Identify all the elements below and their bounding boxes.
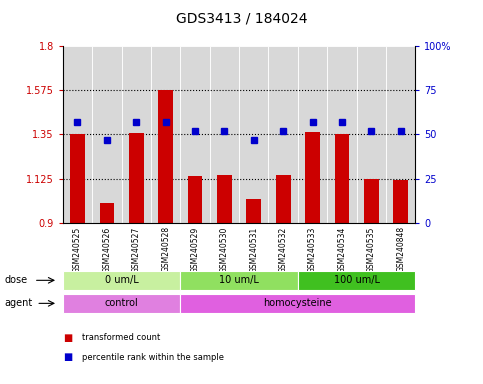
Bar: [393, 180, 408, 223]
Text: GSM240848: GSM240848: [396, 226, 405, 272]
Bar: [364, 179, 379, 223]
Bar: [217, 175, 232, 223]
Text: GDS3413 / 184024: GDS3413 / 184024: [176, 12, 307, 25]
Text: GSM240529: GSM240529: [190, 226, 199, 273]
FancyBboxPatch shape: [298, 46, 327, 223]
Bar: [305, 132, 320, 223]
FancyBboxPatch shape: [122, 46, 151, 223]
FancyBboxPatch shape: [210, 46, 239, 223]
Text: GSM240534: GSM240534: [338, 226, 346, 273]
Bar: [335, 134, 349, 223]
Bar: [276, 175, 290, 223]
Text: GSM240532: GSM240532: [279, 226, 288, 273]
Text: GSM240533: GSM240533: [308, 226, 317, 273]
Bar: [70, 134, 85, 223]
Text: GSM240528: GSM240528: [161, 226, 170, 272]
Text: GSM240530: GSM240530: [220, 226, 229, 273]
Text: GSM240531: GSM240531: [249, 226, 258, 273]
Text: GSM240527: GSM240527: [132, 226, 141, 273]
FancyBboxPatch shape: [356, 46, 386, 223]
FancyBboxPatch shape: [180, 46, 210, 223]
Text: ■: ■: [63, 333, 72, 343]
FancyBboxPatch shape: [269, 46, 298, 223]
Bar: [188, 175, 202, 223]
FancyBboxPatch shape: [239, 46, 269, 223]
Text: agent: agent: [5, 298, 33, 308]
FancyBboxPatch shape: [92, 46, 122, 223]
Text: 0 um/L: 0 um/L: [105, 275, 139, 285]
Text: 100 um/L: 100 um/L: [334, 275, 380, 285]
Text: GSM240535: GSM240535: [367, 226, 376, 273]
Text: percentile rank within the sample: percentile rank within the sample: [82, 353, 224, 362]
Bar: [246, 199, 261, 223]
Bar: [129, 133, 143, 223]
Text: control: control: [105, 298, 139, 308]
Bar: [158, 90, 173, 223]
FancyBboxPatch shape: [386, 46, 415, 223]
Text: transformed count: transformed count: [82, 333, 160, 343]
FancyBboxPatch shape: [63, 46, 92, 223]
Text: homocysteine: homocysteine: [264, 298, 332, 308]
FancyBboxPatch shape: [327, 46, 356, 223]
Bar: [99, 203, 114, 223]
Text: dose: dose: [5, 275, 28, 285]
Text: GSM240525: GSM240525: [73, 226, 82, 273]
Text: ■: ■: [63, 352, 72, 362]
Text: 10 um/L: 10 um/L: [219, 275, 259, 285]
FancyBboxPatch shape: [151, 46, 180, 223]
Text: GSM240526: GSM240526: [102, 226, 112, 273]
